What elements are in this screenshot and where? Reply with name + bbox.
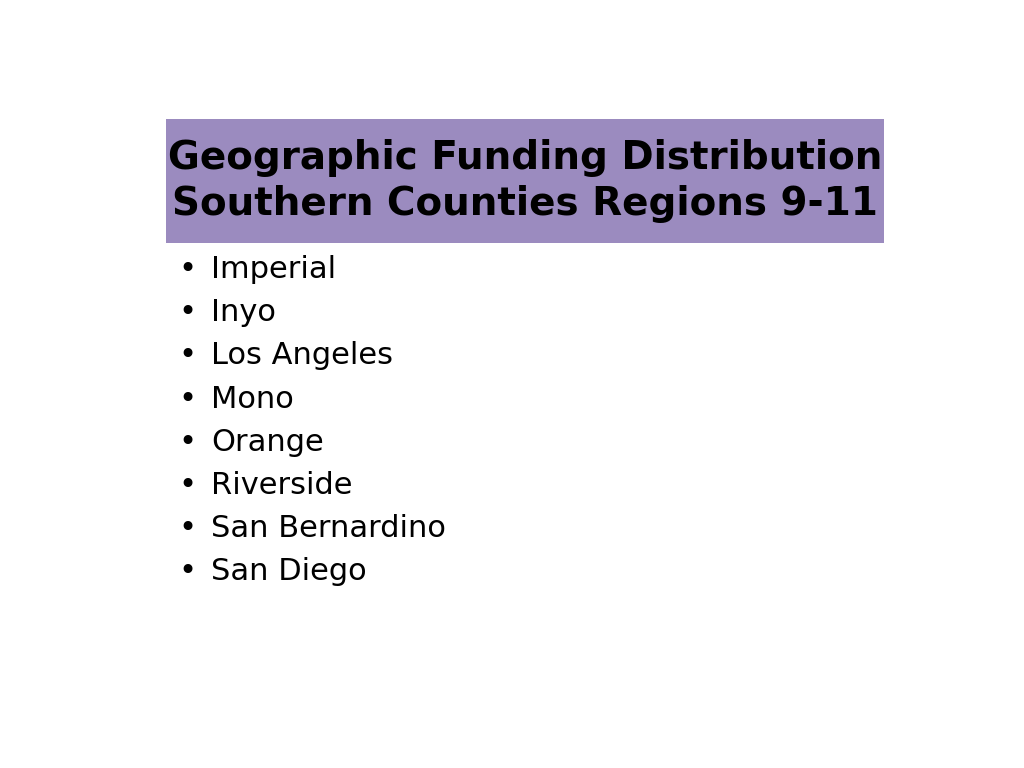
Text: •: • <box>178 298 197 327</box>
Text: Los Angeles: Los Angeles <box>211 342 393 370</box>
Text: •: • <box>178 385 197 414</box>
Text: •: • <box>178 255 197 284</box>
Text: San Bernardino: San Bernardino <box>211 514 446 543</box>
FancyBboxPatch shape <box>166 119 884 243</box>
Text: Inyo: Inyo <box>211 298 276 327</box>
Text: Mono: Mono <box>211 385 294 414</box>
Text: Geographic Funding Distribution
Southern Counties Regions 9-11: Geographic Funding Distribution Southern… <box>168 139 882 223</box>
Text: •: • <box>178 471 197 500</box>
Text: Riverside: Riverside <box>211 471 353 500</box>
Text: Imperial: Imperial <box>211 255 337 284</box>
Text: San Diego: San Diego <box>211 558 367 586</box>
Text: Orange: Orange <box>211 428 324 457</box>
Text: •: • <box>178 558 197 586</box>
Text: •: • <box>178 428 197 457</box>
Text: •: • <box>178 342 197 370</box>
Text: •: • <box>178 514 197 543</box>
